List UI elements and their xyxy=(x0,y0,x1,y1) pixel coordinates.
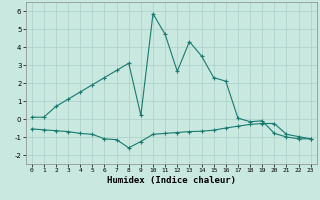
X-axis label: Humidex (Indice chaleur): Humidex (Indice chaleur) xyxy=(107,176,236,185)
